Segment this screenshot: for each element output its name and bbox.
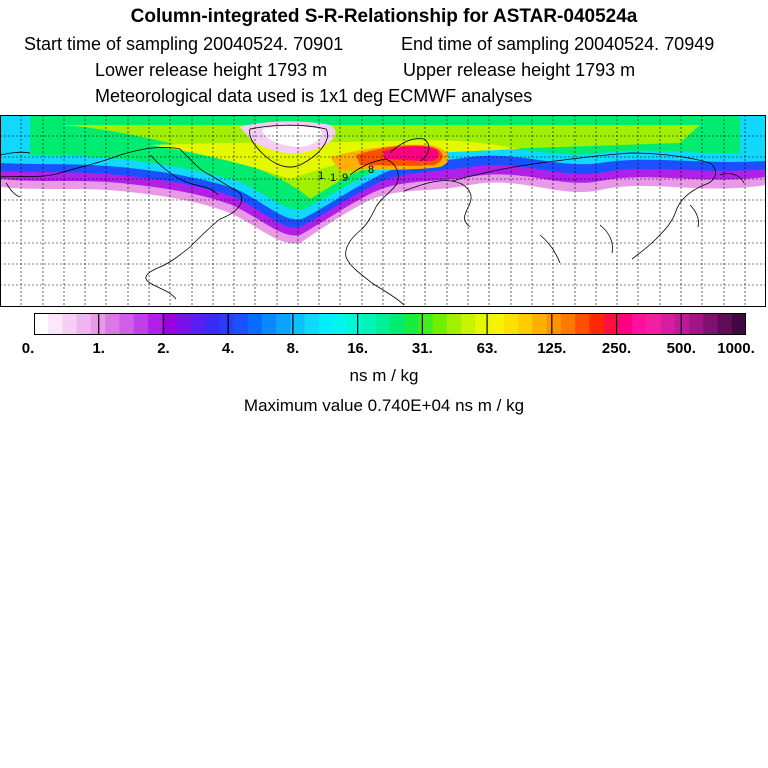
colorbar-swatch xyxy=(674,313,690,335)
contour-label: 1 xyxy=(318,170,324,182)
colorbar-swatch xyxy=(446,313,462,335)
colorbar-swatch xyxy=(233,313,249,335)
colorbar-swatch xyxy=(219,313,234,335)
colorbar-swatch xyxy=(503,313,519,335)
colorbar-swatch xyxy=(603,313,619,335)
colorbar-swatch xyxy=(532,313,548,335)
colorbar-swatch xyxy=(333,313,348,335)
colorbar-swatch xyxy=(290,313,306,335)
upper-release-height-label: Upper release height 1793 m xyxy=(403,60,636,80)
contour-label: 1 xyxy=(330,172,336,184)
colorbar-swatch xyxy=(361,313,377,335)
colorbar-swatch xyxy=(617,313,633,335)
colorbar-swatch xyxy=(62,313,78,335)
colorbar-tick-label: 2. xyxy=(157,340,170,357)
colorbar-swatch xyxy=(703,313,719,335)
contour-label: 8 xyxy=(368,164,374,176)
colorbar-swatch xyxy=(518,313,533,335)
colorbar-swatch xyxy=(76,313,92,335)
colorbar-swatch xyxy=(176,313,192,335)
colorbar-swatch xyxy=(375,313,391,335)
colorbar-tick-label: 31. xyxy=(411,340,433,357)
contour-label: 9 xyxy=(342,172,348,184)
colorbar-swatch xyxy=(404,313,419,335)
colorbar-swatch xyxy=(632,313,647,335)
coastlines xyxy=(0,124,745,306)
colorbar-swatch xyxy=(304,313,320,335)
colorbar-swatch xyxy=(318,313,334,335)
colorbar-swatch xyxy=(276,313,291,335)
colorbar-swatch xyxy=(418,313,434,335)
colorbar-tick-label: 0. xyxy=(21,340,35,357)
colorbar-swatch xyxy=(34,313,49,335)
colorbar-swatch xyxy=(717,313,733,335)
map-frame xyxy=(0,115,766,307)
meteorological-data-label: Meteorological data used is 1x1 deg ECMW… xyxy=(95,86,533,106)
colorbar-tick-label: 63. xyxy=(476,340,498,357)
contour-labels: 1 1 9 8 xyxy=(318,164,374,184)
colorbar-swatch xyxy=(589,313,605,335)
colorbar-swatch xyxy=(461,313,476,335)
colorbar-unit-label: ns m / kg xyxy=(349,366,419,385)
colorbar-swatch xyxy=(347,313,363,335)
colorbar-tick-label: 250. xyxy=(601,340,632,357)
map-grid xyxy=(0,115,766,307)
colorbar-tick-label: 1. xyxy=(92,340,105,357)
colorbar-swatch xyxy=(646,313,662,335)
start-time-label: Start time of sampling 20040524. 70901 xyxy=(24,34,344,54)
maximum-value-label: Maximum value 0.740E+04 ns m / kg xyxy=(243,396,525,415)
colorbar-tick-label: 8. xyxy=(286,340,300,357)
colorbar-swatch xyxy=(48,313,63,335)
colorbar-swatch xyxy=(390,313,405,335)
colorbar-swatch xyxy=(432,313,448,335)
colorbar-swatch xyxy=(190,313,206,335)
colorbar-swatch xyxy=(546,313,562,335)
colorbar-swatch xyxy=(560,313,576,335)
colorbar-tick-label: 4. xyxy=(221,340,235,357)
colorbar-swatch xyxy=(147,313,163,335)
colorbar-swatch xyxy=(119,313,135,335)
colorbar-swatch xyxy=(133,313,149,335)
colorbar-swatch xyxy=(162,313,177,335)
colorbar-tick-label: 16. xyxy=(347,340,369,357)
colorbar-swatch xyxy=(689,313,704,335)
colorbar xyxy=(34,313,746,335)
colorbar-swatch xyxy=(489,313,505,335)
colorbar-swatch xyxy=(731,313,746,335)
end-time-label: End time of sampling 20040524. 70949 xyxy=(401,34,715,54)
sensitivity-map: 1 1 9 8 xyxy=(0,115,766,307)
plot-title: Column-integrated S-R-Relationship for A… xyxy=(130,6,638,27)
colorbar-swatch xyxy=(247,313,263,335)
lower-release-height-label: Lower release height 1793 m xyxy=(95,60,328,80)
colorbar-swatch xyxy=(475,313,491,335)
colorbar-swatch xyxy=(660,313,676,335)
colorbar-swatch xyxy=(105,313,120,335)
colorbar-tick-label: 1000. xyxy=(717,340,755,357)
colorbar-frame xyxy=(34,313,746,335)
colorbar-swatch xyxy=(261,313,277,335)
colorbar-tick-label: 125. xyxy=(537,340,567,357)
colorbar-tick-label: 500. xyxy=(666,340,696,357)
colorbar-swatch xyxy=(575,313,590,335)
colorbar-tick-labels: 0. 1. 2. 4. 8. 16. 31. 63. 125. 250. 500. 1000. xyxy=(0,340,768,360)
colorbar-swatch xyxy=(204,313,220,335)
